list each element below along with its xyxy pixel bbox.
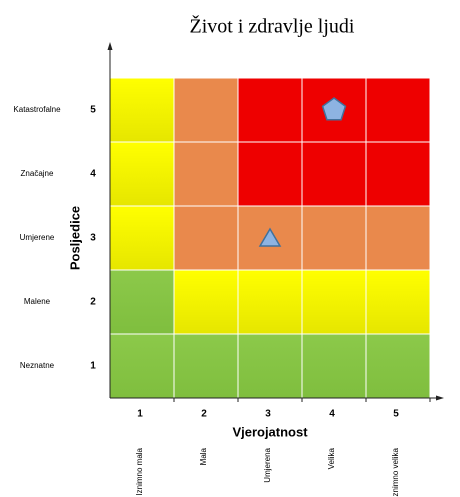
column-label: Umjerena	[263, 447, 272, 482]
column-number: 4	[329, 409, 335, 420]
cell	[365, 333, 431, 399]
column-label: Velika	[327, 447, 336, 469]
column-label: Iznimno mala	[135, 447, 144, 495]
cell	[173, 77, 239, 143]
cell	[109, 141, 175, 207]
triangle-marker	[258, 227, 282, 247]
cell	[109, 269, 175, 335]
row-label: Umjerene	[20, 233, 55, 242]
column-number: 3	[265, 409, 271, 420]
cell	[301, 269, 367, 335]
y-arrow	[107, 42, 113, 50]
cell	[173, 269, 239, 335]
pentagon-marker	[321, 97, 347, 121]
y-axis-label: Posljedice	[67, 206, 82, 270]
row-number: 3	[90, 233, 96, 244]
column-label: Mala	[199, 447, 208, 465]
cell	[109, 77, 175, 143]
row-label: Malene	[24, 297, 51, 306]
cell	[173, 141, 239, 207]
cell	[365, 269, 431, 335]
cell	[365, 205, 431, 271]
x-axis-label: Vjerojatnost	[232, 424, 308, 439]
cell	[173, 205, 239, 271]
column-number: 2	[201, 409, 207, 420]
cell	[109, 333, 175, 399]
title: Život i zdravlje ljudi	[190, 15, 355, 38]
column-label: Iznimno velika	[391, 447, 400, 497]
cell	[365, 141, 431, 207]
cell	[237, 333, 303, 399]
cell	[237, 77, 303, 143]
row-number: 5	[90, 105, 96, 116]
row-label: Katastrofalne	[13, 105, 61, 114]
column-number: 1	[137, 409, 143, 420]
cell	[109, 205, 175, 271]
cell	[301, 141, 367, 207]
row-number: 4	[90, 169, 96, 180]
row-label: Značajne	[21, 169, 54, 178]
row-label: Neznatne	[20, 361, 55, 370]
row-number: 2	[90, 297, 96, 308]
cell	[301, 333, 367, 399]
column-number: 5	[393, 409, 399, 420]
cell	[301, 205, 367, 271]
cell	[173, 333, 239, 399]
x-arrow	[436, 395, 444, 401]
cell	[237, 269, 303, 335]
row-number: 1	[90, 361, 96, 372]
cell	[237, 141, 303, 207]
cell	[365, 77, 431, 143]
